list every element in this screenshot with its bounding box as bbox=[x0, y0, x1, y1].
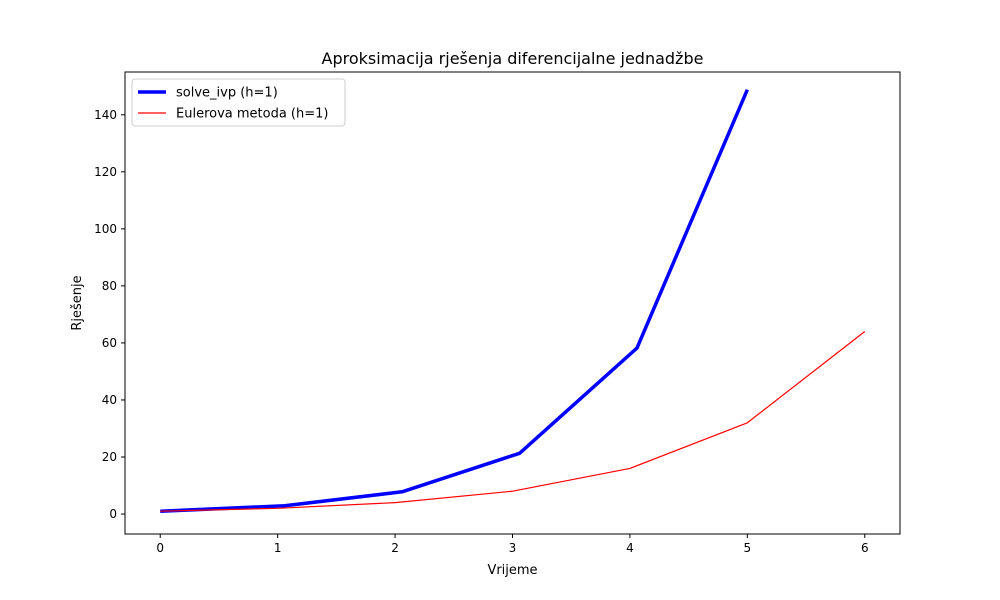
chart-title: Aproksimacija rješenja diferencijalne je… bbox=[322, 49, 704, 68]
x-tick-label: 5 bbox=[744, 541, 752, 555]
y-tick-label: 100 bbox=[94, 222, 117, 236]
y-tick-label: 80 bbox=[102, 279, 117, 293]
y-tick-label: 40 bbox=[102, 393, 117, 407]
legend-label-2: Eulerova metoda (h=1) bbox=[176, 107, 328, 122]
y-tick-label: 140 bbox=[94, 108, 117, 122]
x-tick-label: 4 bbox=[626, 541, 634, 555]
y-tick-label: 0 bbox=[109, 507, 117, 521]
plot-frame bbox=[124, 71, 901, 535]
y-axis-ticks: 0 20 40 60 80 100 120 140 bbox=[94, 108, 125, 521]
y-tick-label: 120 bbox=[94, 165, 117, 179]
x-axis-ticks: 0 1 2 3 4 5 6 bbox=[156, 534, 869, 555]
y-tick-label: 20 bbox=[102, 450, 117, 464]
x-tick-label: 1 bbox=[274, 541, 282, 555]
plot-series bbox=[160, 88, 866, 513]
legend: solve_ivp (h=1) Eulerova metoda (h=1) bbox=[131, 78, 346, 127]
y-tick-label: 60 bbox=[102, 336, 117, 350]
legend-box bbox=[131, 78, 346, 127]
x-tick-label: 0 bbox=[156, 541, 164, 555]
x-tick-label: 6 bbox=[861, 541, 869, 555]
legend-label-1: solve_ivp (h=1) bbox=[176, 86, 278, 101]
series-line-1 bbox=[160, 88, 749, 513]
series-line-2 bbox=[160, 331, 866, 512]
x-tick-label: 2 bbox=[391, 541, 399, 555]
x-tick-label: 3 bbox=[509, 541, 517, 555]
y-axis-label: Rješenje bbox=[70, 275, 85, 330]
x-axis-label: Vrijeme bbox=[487, 563, 537, 578]
